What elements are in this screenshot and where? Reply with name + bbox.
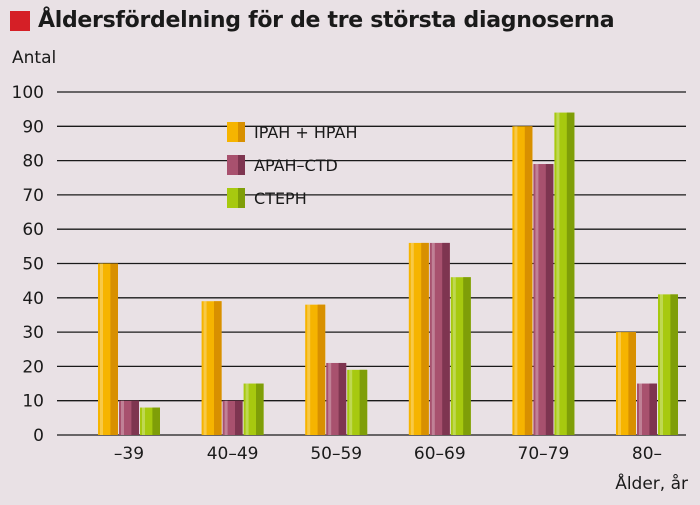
x-tick-label: –39 — [114, 444, 144, 464]
x-tick-label: 50–59 — [310, 444, 362, 464]
bar-1-2 — [243, 383, 264, 435]
legend-item-1: APAH–CTD — [227, 155, 338, 175]
x-tick-label: 60–69 — [414, 444, 466, 464]
bar-2-2 — [347, 369, 368, 435]
bar-4-0 — [512, 126, 533, 436]
bar-3-2 — [450, 277, 471, 435]
grid-layer: 0 10 20 30 40 50 60 70 80 90 100 — [12, 83, 686, 446]
y-axis-label: Antal — [12, 48, 56, 68]
x-axis-label: Ålder, år — [615, 472, 688, 494]
y-tick-label: 40 — [22, 289, 44, 309]
x-tick-label: 70–79 — [518, 444, 570, 464]
bar-2-1 — [326, 362, 347, 435]
y-tick-label: 50 — [22, 255, 44, 275]
title-row: Åldersfördelning för de tre största diag… — [10, 8, 615, 33]
y-tick-label: 70 — [22, 186, 44, 206]
y-tick-label: 60 — [22, 220, 44, 240]
legend-label: IPAH + HPAH — [254, 123, 358, 142]
y-tick-label: 100 — [12, 83, 44, 103]
bar-0-1 — [119, 400, 139, 435]
legend-item-2: CTEPH — [227, 188, 307, 208]
bar-0-2 — [140, 407, 160, 435]
y-tick-label: 20 — [22, 357, 44, 377]
y-tick-label: 90 — [22, 117, 44, 137]
title-marker-square — [10, 10, 30, 31]
bar-3-0 — [408, 242, 429, 435]
legend: IPAH + HPAH APAH–CTD CTEPH — [227, 122, 358, 208]
bar-4-1 — [533, 164, 554, 435]
bar-5-1 — [637, 383, 657, 435]
y-tick-label: 0 — [33, 426, 44, 446]
bar-1-0 — [201, 301, 222, 435]
bar-5-0 — [616, 332, 636, 435]
x-tick-label: 80– — [632, 444, 662, 464]
legend-item-0: IPAH + HPAH — [227, 122, 358, 142]
bar-1-1 — [222, 400, 243, 435]
y-tick-label: 30 — [22, 323, 44, 343]
bar-4-2 — [554, 112, 575, 435]
bar-2-0 — [305, 304, 326, 435]
bar-3-1 — [429, 242, 450, 435]
y-tick-label: 80 — [22, 152, 44, 172]
bar-5-2 — [658, 294, 678, 435]
legend-label: APAH–CTD — [254, 156, 338, 175]
chart-title: Åldersfördelning för de tre största diag… — [38, 8, 615, 33]
x-tick-label: 40–49 — [207, 444, 259, 464]
bar-0-0 — [98, 263, 118, 435]
legend-label: CTEPH — [254, 189, 307, 208]
y-tick-label: 10 — [22, 392, 44, 412]
bar-layer: –39 40–49 50–59 60–69 70–79 80– — [98, 112, 678, 464]
